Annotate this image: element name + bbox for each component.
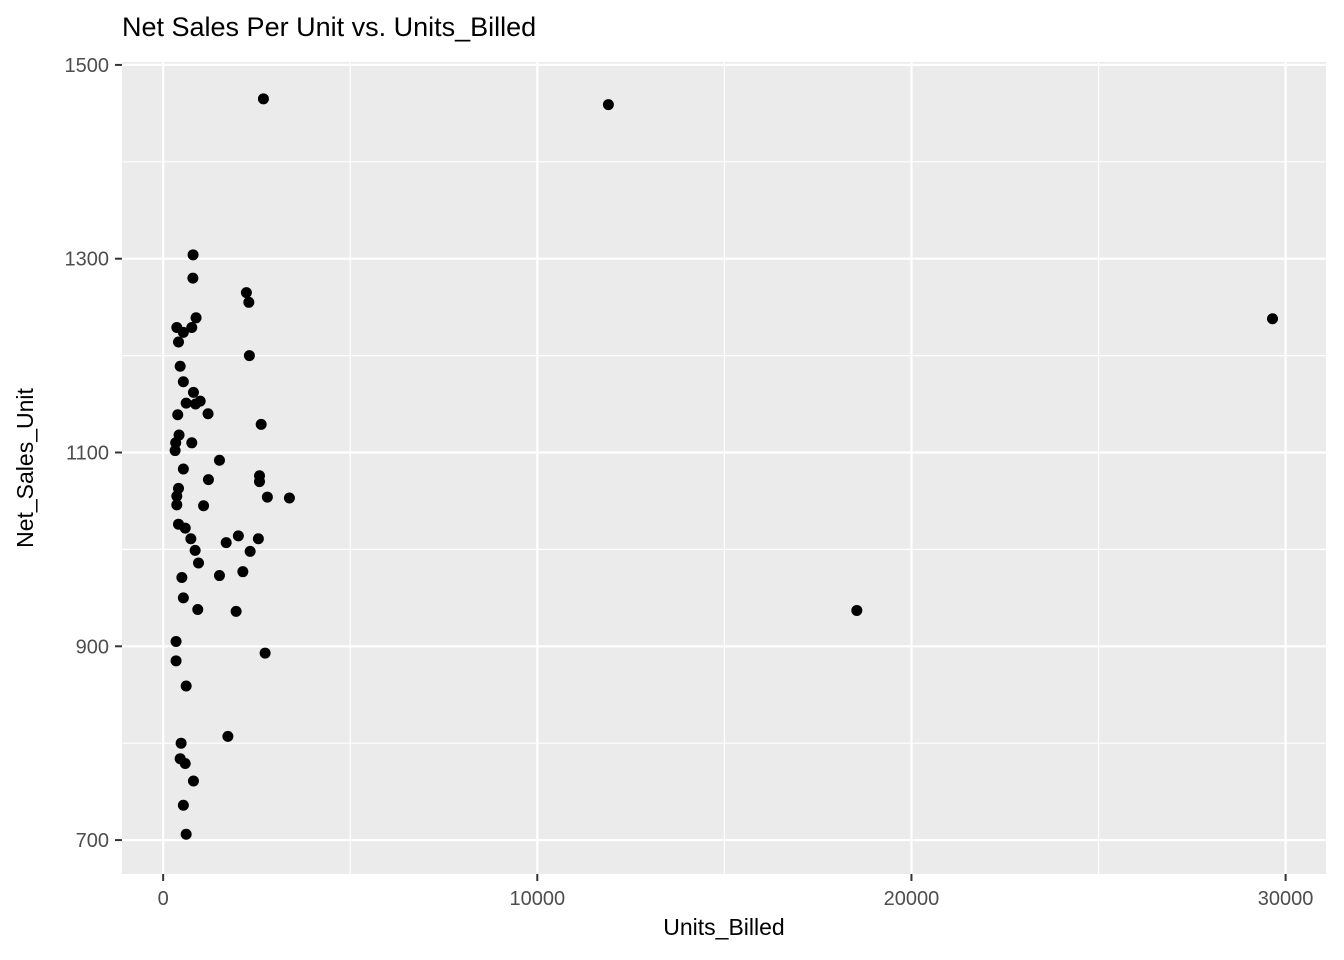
data-point bbox=[177, 376, 189, 388]
data-point bbox=[179, 758, 191, 770]
data-point bbox=[180, 828, 192, 840]
data-point bbox=[169, 445, 181, 457]
data-point bbox=[252, 533, 264, 545]
data-point bbox=[170, 635, 182, 647]
data-point bbox=[172, 336, 184, 348]
x-tick-label: 10000 bbox=[509, 888, 565, 910]
data-point bbox=[259, 647, 271, 659]
data-point bbox=[232, 530, 244, 542]
data-point bbox=[187, 249, 199, 261]
data-point bbox=[220, 537, 232, 549]
data-point bbox=[189, 544, 201, 556]
y-tick-label: 1500 bbox=[65, 55, 110, 77]
data-point bbox=[261, 491, 273, 503]
data-point bbox=[187, 386, 199, 398]
y-tick-label: 900 bbox=[76, 636, 109, 658]
data-point bbox=[177, 799, 189, 811]
data-point bbox=[174, 360, 186, 372]
data-point bbox=[237, 566, 249, 578]
x-axis-title: Units_Billed bbox=[663, 914, 785, 940]
data-point bbox=[187, 272, 199, 284]
data-point bbox=[253, 476, 265, 488]
data-point bbox=[213, 454, 225, 466]
data-point bbox=[190, 312, 202, 324]
data-point bbox=[213, 570, 225, 582]
data-point bbox=[243, 296, 255, 308]
y-tick-label: 700 bbox=[76, 830, 109, 852]
x-tick-label: 0 bbox=[158, 888, 169, 910]
data-point bbox=[176, 571, 188, 583]
data-point bbox=[171, 499, 183, 511]
data-point bbox=[198, 500, 210, 512]
data-point bbox=[244, 545, 256, 557]
y-axis-title: Net_Sales_Unit bbox=[12, 388, 38, 548]
data-point bbox=[283, 492, 295, 504]
data-point bbox=[602, 99, 614, 111]
data-point bbox=[192, 603, 204, 615]
data-point bbox=[171, 490, 183, 502]
data-point bbox=[180, 680, 192, 692]
data-point bbox=[177, 592, 189, 604]
data-point bbox=[175, 737, 187, 749]
x-tick-label: 20000 bbox=[884, 888, 940, 910]
data-point bbox=[257, 93, 269, 105]
data-point bbox=[255, 418, 267, 430]
data-point bbox=[230, 605, 242, 617]
data-point bbox=[177, 463, 189, 475]
x-tick-label: 30000 bbox=[1258, 888, 1314, 910]
data-point bbox=[240, 287, 252, 299]
data-point bbox=[202, 408, 214, 420]
data-point bbox=[179, 522, 191, 534]
data-point bbox=[190, 398, 202, 410]
data-point bbox=[177, 326, 189, 338]
data-point bbox=[222, 730, 234, 742]
data-point bbox=[851, 604, 863, 616]
data-point bbox=[202, 474, 214, 486]
chart-title: Net Sales Per Unit vs. Units_Billed bbox=[122, 12, 537, 42]
data-point bbox=[1266, 313, 1278, 325]
data-point bbox=[172, 409, 184, 421]
data-point bbox=[180, 397, 192, 409]
data-point bbox=[187, 775, 199, 787]
data-point bbox=[185, 533, 197, 545]
data-point bbox=[186, 321, 198, 333]
data-point bbox=[186, 437, 198, 449]
data-point bbox=[170, 655, 182, 667]
y-tick-label: 1100 bbox=[66, 442, 109, 464]
data-point bbox=[193, 557, 205, 569]
y-tick-label: 1300 bbox=[65, 249, 110, 271]
data-point bbox=[243, 350, 255, 362]
